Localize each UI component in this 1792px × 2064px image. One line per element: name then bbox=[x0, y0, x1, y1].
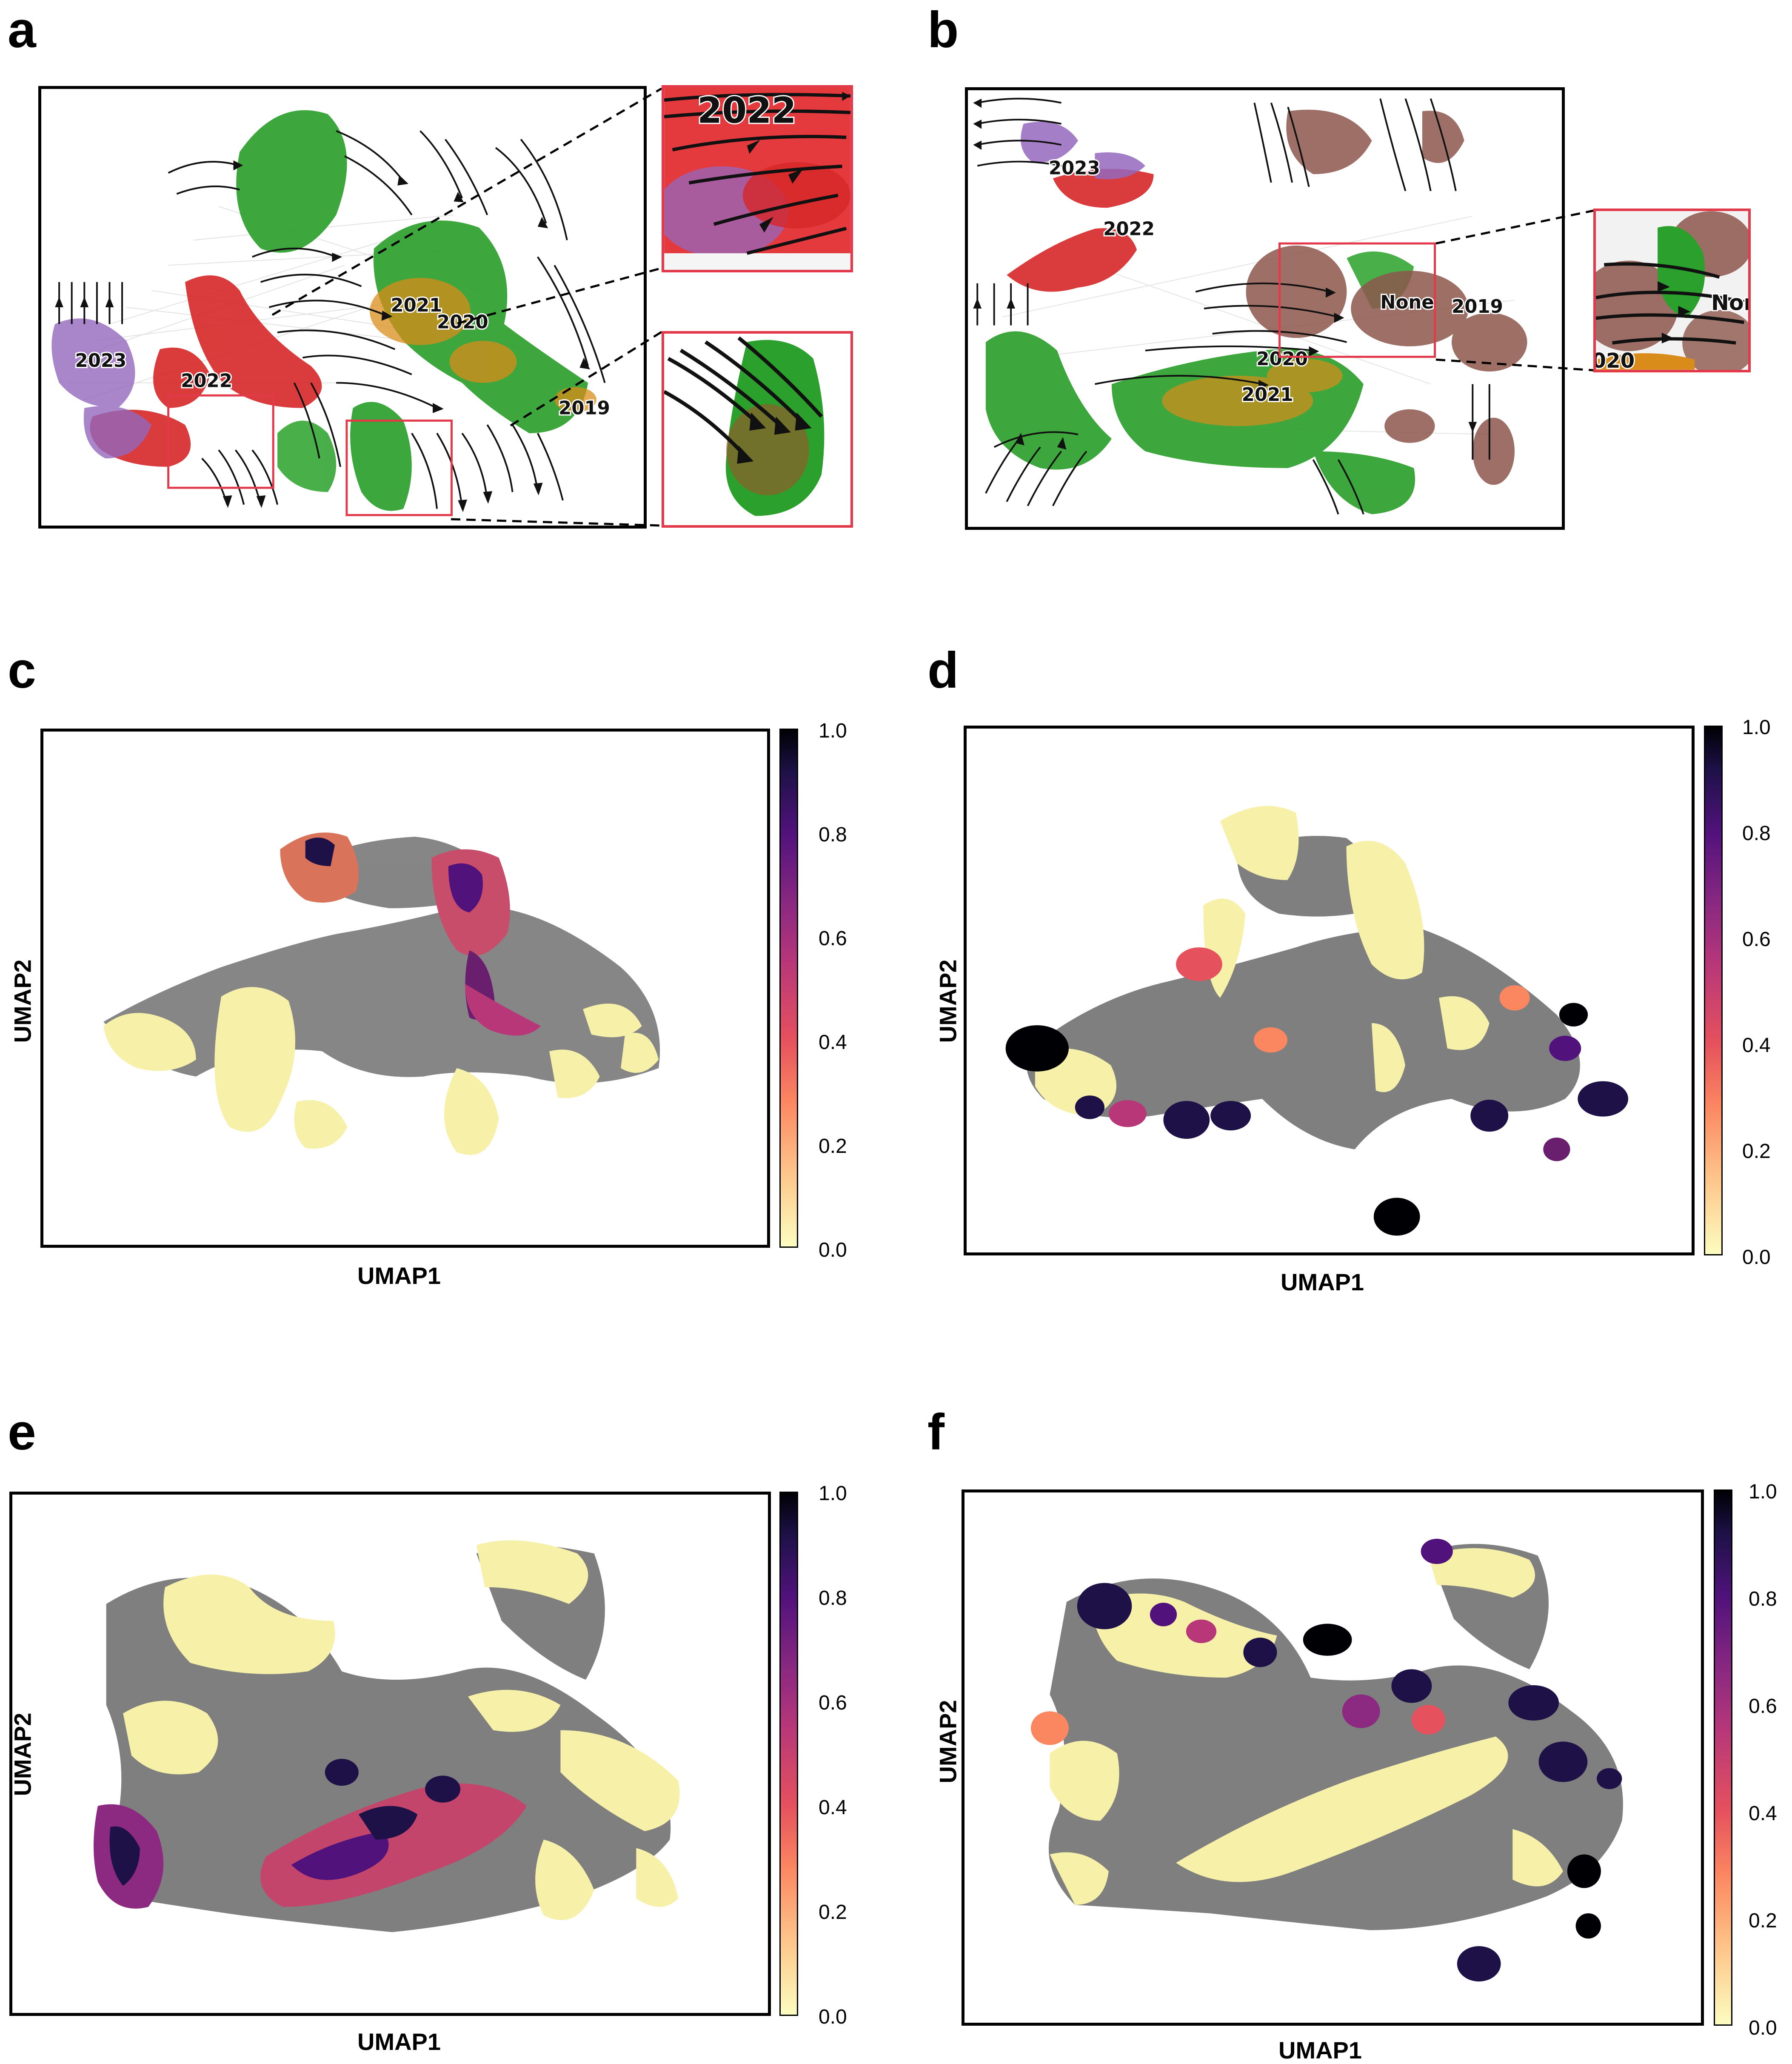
panel-a-zoom-box-2 bbox=[345, 419, 453, 516]
panel-a-zoom-box-1 bbox=[167, 394, 274, 489]
panel-f-graph bbox=[1030, 1538, 1623, 1982]
panel-f-light-cells bbox=[1050, 1548, 1563, 1905]
panel-c-tick-1-0: 1.0 bbox=[819, 720, 847, 742]
panel-e-tick-0-4: 0.4 bbox=[819, 1796, 847, 1819]
panel-c-ylabel: UMAP2 bbox=[9, 959, 36, 1043]
panel-e-tick-1-0: 1.0 bbox=[819, 1482, 847, 1505]
panel-b-label-2022: 2022 bbox=[1103, 218, 1155, 240]
panel-f-xlabel: UMAP1 bbox=[1278, 2037, 1362, 2064]
panel-a-label-2022: 2022 bbox=[181, 370, 232, 392]
panel-e-tick-0-0: 0.0 bbox=[819, 2006, 847, 2028]
panel-b-label-2021: 2021 bbox=[1242, 384, 1293, 406]
panel-e-xlabel: UMAP1 bbox=[357, 2028, 441, 2055]
panel-e-tick-0-6: 0.6 bbox=[819, 1692, 847, 1714]
panel-d-tick-0-4: 0.4 bbox=[1742, 1034, 1771, 1057]
panel-f-colorbar bbox=[1714, 1489, 1732, 2026]
panel-b-inset-label-020: 020 bbox=[1596, 349, 1635, 370]
panel-d-hotspots bbox=[1005, 947, 1629, 1236]
panel-f-letter: f bbox=[927, 1404, 945, 1461]
panel-f-umap bbox=[962, 1489, 1704, 2026]
panel-a-label-2023: 2023 bbox=[75, 350, 127, 372]
panel-d-letter: d bbox=[927, 642, 959, 699]
panel-b-streamlines bbox=[976, 97, 1490, 515]
panel-c-xlabel: UMAP1 bbox=[357, 1262, 441, 1289]
panel-b-label-none: None bbox=[1380, 292, 1434, 313]
panel-b-inset: None 020 bbox=[1593, 209, 1751, 372]
panel-c-tick-0-6: 0.6 bbox=[819, 927, 847, 950]
panel-a-label-2019: 2019 bbox=[559, 398, 610, 419]
panel-f-tick-0-6: 0.6 bbox=[1749, 1695, 1777, 1718]
panel-d-colorbar bbox=[1704, 726, 1723, 1255]
panel-b-graph: 2023 2022 None 2019 2020 2021 bbox=[973, 97, 1527, 515]
panel-d-tick-1-0: 1.0 bbox=[1742, 716, 1771, 739]
panel-f-tick-0-8: 0.8 bbox=[1749, 1588, 1777, 1610]
panel-d-light-cells bbox=[1035, 806, 1490, 1116]
panel-f-hotspots bbox=[1030, 1538, 1622, 1982]
panel-a-purple-cells bbox=[51, 318, 152, 459]
panel-a-label-2021: 2021 bbox=[391, 295, 442, 316]
panel-a-inset-bottom bbox=[662, 331, 853, 528]
panel-b-zoom-box bbox=[1278, 242, 1436, 358]
panel-c-tick-0-8: 0.8 bbox=[819, 823, 847, 846]
panel-e-umap bbox=[9, 1492, 771, 2016]
panel-a-connectors bbox=[271, 87, 662, 527]
panel-b-label-2020: 2020 bbox=[1256, 349, 1308, 370]
panel-e-light-cells bbox=[123, 1540, 680, 1920]
panel-d-ylabel: UMAP2 bbox=[934, 959, 962, 1043]
panel-a-graph: 2023 2022 2021 2020 2019 bbox=[51, 110, 611, 516]
panel-c-colorbar bbox=[779, 729, 798, 1248]
panel-a-green-cells bbox=[236, 110, 588, 511]
panel-d-tick-0-8: 0.8 bbox=[1742, 822, 1771, 845]
panel-d-tick-0-0: 0.0 bbox=[1742, 1246, 1771, 1269]
panel-c-tick-0-2: 0.2 bbox=[819, 1135, 847, 1158]
panel-e-colorbar bbox=[779, 1492, 798, 2016]
panel-a-velocity-plot: 2023 2022 2021 2020 2019 bbox=[38, 86, 647, 529]
panel-d-tick-0-2: 0.2 bbox=[1742, 1140, 1771, 1163]
panel-b-label-2019: 2019 bbox=[1452, 296, 1503, 317]
panel-f-tick-0-0: 0.0 bbox=[1749, 2017, 1777, 2039]
panel-e-letter: e bbox=[8, 1404, 36, 1461]
panel-b-velocity-plot: 2023 2022 None 2019 2020 2021 bbox=[965, 87, 1565, 530]
panel-e-graph bbox=[94, 1540, 680, 1932]
panel-a-arrowheads bbox=[55, 160, 591, 512]
panel-b-orange-cells bbox=[1162, 359, 1343, 426]
panel-e-tick-0-8: 0.8 bbox=[819, 1587, 847, 1609]
panel-a-orange-cells bbox=[370, 277, 596, 412]
panel-d-umap bbox=[964, 726, 1695, 1255]
panel-a-letter: a bbox=[8, 1, 36, 58]
panel-a-inset-label-2022: 2022 bbox=[697, 90, 796, 132]
panel-c-umap bbox=[40, 729, 770, 1248]
panel-e-dense-cells bbox=[94, 1758, 527, 1909]
panel-f-tick-1-0: 1.0 bbox=[1749, 1481, 1777, 1503]
panel-b-connectors bbox=[1435, 209, 1594, 372]
panel-b-red-cells bbox=[1007, 169, 1154, 292]
panel-f-tick-0-4: 0.4 bbox=[1749, 1802, 1777, 1825]
panel-f-ylabel: UMAP2 bbox=[934, 1700, 962, 1784]
panel-c-tick-0-4: 0.4 bbox=[819, 1031, 847, 1054]
panel-b-inset-label-none: None bbox=[1711, 290, 1748, 315]
panel-e-tick-0-2: 0.2 bbox=[819, 1901, 847, 1924]
panel-c-graph bbox=[103, 832, 660, 1155]
panel-d-graph bbox=[1005, 806, 1629, 1236]
panel-c-dense-cells bbox=[280, 832, 541, 1036]
panel-d-tick-0-6: 0.6 bbox=[1742, 928, 1771, 951]
panel-b-letter: b bbox=[927, 1, 959, 58]
panel-c-tick-0-0: 0.0 bbox=[819, 1239, 847, 1261]
panel-c-letter: c bbox=[8, 642, 36, 699]
panel-b-label-2023: 2023 bbox=[1049, 157, 1100, 179]
panel-d-xlabel: UMAP1 bbox=[1281, 1269, 1364, 1295]
panel-c-light-cells bbox=[103, 987, 659, 1155]
panel-b-arrowheads bbox=[973, 98, 1477, 450]
panel-b-brown-cells bbox=[1246, 109, 1527, 485]
panel-f-tick-0-2: 0.2 bbox=[1749, 1910, 1777, 1932]
panel-e-ylabel: UMAP2 bbox=[9, 1712, 36, 1796]
panel-a-inset-top: 2022 bbox=[662, 85, 853, 272]
panel-a-streamlines bbox=[58, 130, 606, 509]
